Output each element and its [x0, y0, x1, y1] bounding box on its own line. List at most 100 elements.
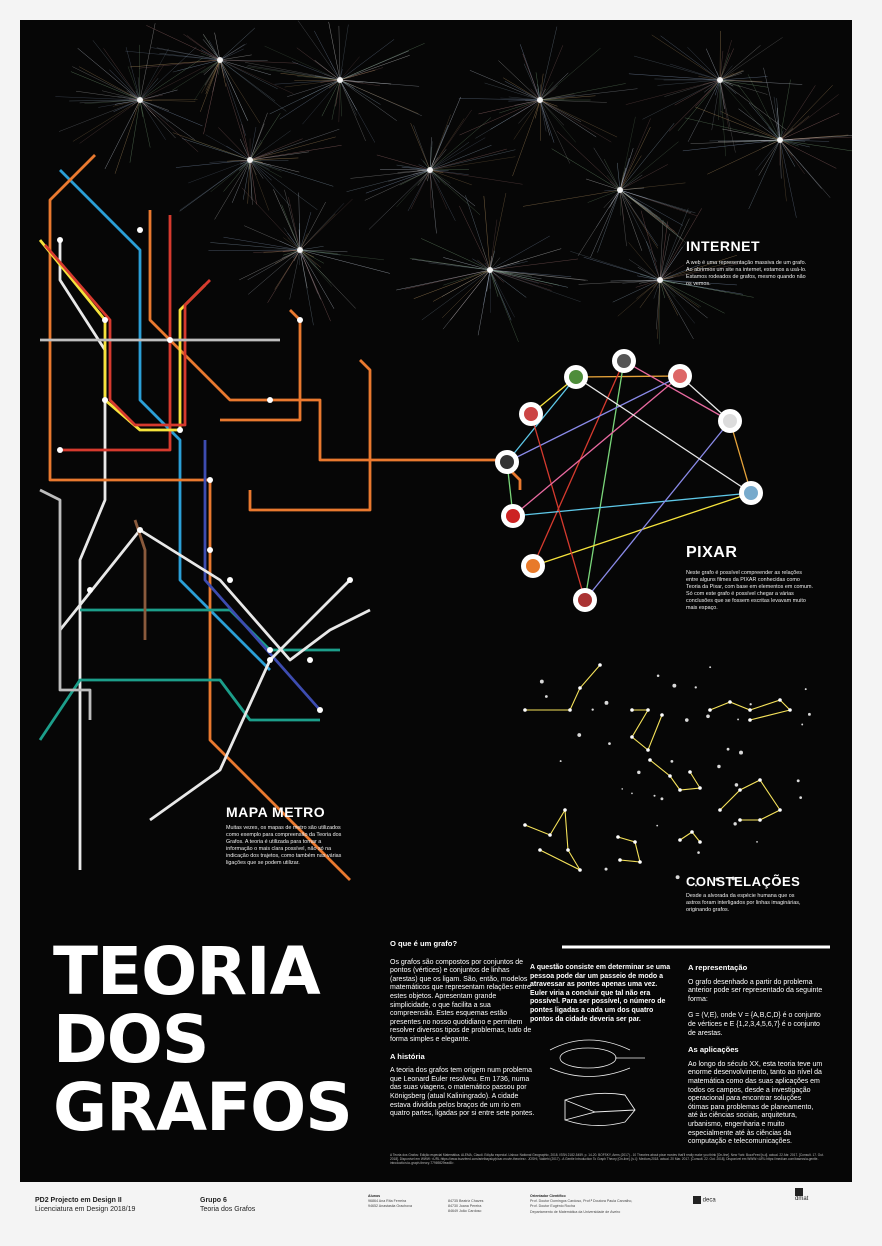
network-edge — [127, 66, 141, 101]
network-edge — [172, 132, 251, 161]
network-edge — [619, 189, 686, 243]
network-edge — [779, 94, 839, 141]
network-edge — [719, 79, 741, 88]
network-edge — [508, 99, 541, 102]
network-edge — [489, 269, 542, 280]
metro-line — [149, 579, 351, 822]
constellation-star — [538, 848, 542, 852]
network-edge — [458, 98, 541, 101]
network-edge — [657, 79, 721, 86]
network-edge — [518, 99, 541, 124]
network-edge — [114, 99, 141, 174]
constellation-line — [719, 779, 781, 821]
background-star — [544, 695, 548, 698]
network-edge — [101, 90, 141, 101]
network-edge — [219, 59, 268, 61]
network-edge — [779, 139, 852, 152]
network-edge — [139, 99, 176, 139]
network-edge — [396, 164, 431, 171]
network-edge — [188, 159, 251, 184]
network-edge — [279, 79, 341, 120]
network-hub — [137, 97, 143, 103]
network-hub — [657, 277, 663, 283]
network-edge — [203, 59, 221, 135]
student-name: 84735 Beatriz Chaves — [448, 1199, 484, 1203]
network-edge — [720, 111, 781, 141]
network-edge — [339, 79, 420, 87]
constellation-line — [525, 664, 601, 711]
network-edge — [586, 178, 621, 191]
constellation-star — [660, 713, 664, 717]
network-edge — [429, 169, 448, 210]
network-edge — [249, 138, 303, 161]
network-edge — [539, 95, 596, 101]
constellation-star — [738, 818, 742, 822]
network-edge — [619, 189, 643, 251]
network-edge — [249, 113, 281, 161]
network-edge — [339, 79, 358, 111]
background-star — [591, 708, 594, 711]
background-star — [653, 794, 656, 797]
background-star — [694, 686, 697, 689]
network-edge — [299, 249, 321, 268]
constellation-star — [688, 770, 692, 774]
network-edge — [719, 48, 734, 81]
network-edge — [429, 114, 451, 171]
background-star — [799, 796, 803, 799]
network-edge — [590, 189, 621, 258]
network-hub — [217, 57, 223, 63]
background-star — [608, 742, 611, 746]
network-edge — [503, 77, 541, 101]
network-edge — [719, 50, 724, 81]
network-edge — [331, 79, 341, 120]
network-edge — [489, 269, 515, 318]
network-edge — [186, 35, 221, 61]
group-topic: Teoria dos Grafos — [200, 1206, 256, 1213]
network-edge — [299, 249, 332, 283]
network-edge — [112, 99, 141, 107]
student-name: 94652 Anastasiia Grachova — [368, 1204, 412, 1209]
network-edge — [58, 99, 141, 132]
network-edge — [719, 39, 732, 81]
background-star — [684, 718, 689, 722]
constellation-star — [618, 858, 622, 862]
network-edge — [539, 83, 626, 101]
network-edge — [758, 139, 781, 176]
network-edge — [219, 59, 246, 136]
network-edge — [489, 269, 586, 281]
background-star — [715, 877, 720, 882]
network-hub — [617, 187, 623, 193]
background-star — [706, 714, 710, 719]
network-edge — [219, 59, 294, 94]
network-edge — [267, 249, 301, 303]
network-edge — [719, 76, 768, 81]
network-edge — [429, 109, 472, 171]
network-edge — [249, 128, 340, 161]
metro-station — [267, 657, 273, 663]
network-edge — [139, 89, 178, 101]
constellation-line — [679, 831, 701, 843]
group-number: Grupo 6 — [200, 1197, 227, 1204]
metro-line — [43, 244, 211, 427]
network-edge — [484, 82, 541, 101]
network-edge — [779, 139, 837, 169]
references: A Teoria dos Grafos: Edição especial Mat… — [390, 1153, 824, 1166]
background-star — [670, 759, 674, 763]
metro-station — [137, 527, 143, 533]
network-edge — [659, 208, 702, 281]
deca-logo: deca — [693, 1196, 716, 1204]
network-edge — [249, 139, 262, 161]
pixar-title: PIXAR — [686, 544, 738, 561]
network-edge — [659, 279, 687, 283]
network-edge — [429, 169, 437, 234]
metro-station — [307, 657, 313, 663]
network-edge — [539, 88, 556, 101]
network-edge — [287, 79, 341, 97]
network-edge — [429, 118, 465, 171]
network-edge — [718, 79, 721, 121]
network-edge — [674, 79, 721, 106]
internet-title: INTERNET — [686, 238, 760, 254]
network-edge — [219, 59, 260, 124]
network-edge — [779, 139, 782, 179]
network-edge — [619, 116, 636, 191]
